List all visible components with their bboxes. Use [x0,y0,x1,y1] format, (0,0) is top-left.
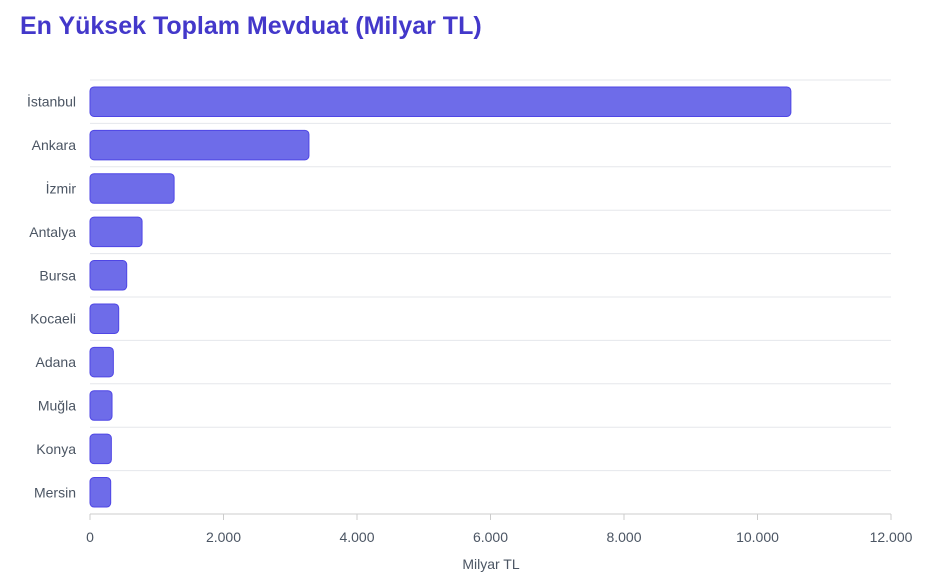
bars [89,86,792,508]
bar-0[interactable] [89,86,792,117]
bar-7[interactable] [89,390,113,421]
chart-title: En Yüksek Toplam Mevduat (Milyar TL) [20,12,482,40]
x-tick-label: 8.000 [606,529,641,545]
bar-8[interactable] [89,433,112,465]
x-axis-title: Milyar TL [462,556,520,572]
category-labels: İstanbul Ankara İzmir Antalya Bursa Kocaeli Ad… [27,93,76,501]
x-axis: 0 2.000 4.000 6.000 8.000 10.000 12.000 [86,514,913,545]
category-label: Ankara [32,137,77,153]
category-label: Bursa [39,267,76,283]
bar-1[interactable] [89,129,310,161]
category-label: İzmir [46,180,77,197]
bar-5[interactable] [89,303,120,334]
bar-6[interactable] [89,346,114,378]
x-tick-label: 4.000 [339,529,374,545]
x-tick-label: 10.000 [736,529,779,545]
bar-2[interactable] [89,173,175,204]
x-tick-label: 12.000 [870,529,913,545]
x-tick-label: 6.000 [473,529,508,545]
category-label: Adana [36,354,77,370]
category-label: Kocaeli [30,311,76,327]
category-label: Antalya [29,224,76,240]
category-label: Muğla [38,398,76,414]
category-label: İstanbul [27,93,76,110]
category-label: Konya [36,441,76,457]
bar-4[interactable] [89,260,128,291]
bar-9[interactable] [89,477,112,508]
x-tick-label: 0 [86,529,94,545]
category-label: Mersin [34,484,76,500]
x-tick-label: 2.000 [206,529,241,545]
bar-3[interactable] [89,216,143,248]
